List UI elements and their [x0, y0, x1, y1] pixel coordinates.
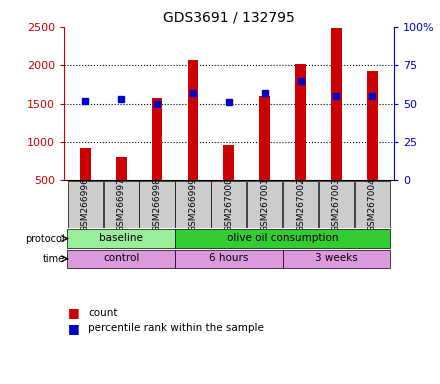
FancyBboxPatch shape	[283, 182, 318, 228]
Text: percentile rank within the sample: percentile rank within the sample	[88, 323, 264, 333]
FancyBboxPatch shape	[67, 250, 175, 268]
Text: time: time	[42, 254, 65, 264]
Bar	[367, 71, 378, 219]
FancyBboxPatch shape	[176, 182, 210, 228]
Text: GSM267000: GSM267000	[224, 177, 233, 232]
Title: GDS3691 / 132795: GDS3691 / 132795	[163, 10, 295, 24]
Text: GSM266997: GSM266997	[117, 177, 126, 232]
Text: 6 hours: 6 hours	[209, 253, 249, 263]
FancyBboxPatch shape	[319, 182, 354, 228]
Text: GSM266999: GSM266999	[188, 177, 198, 232]
Bar	[331, 28, 342, 219]
Bar	[152, 98, 162, 219]
Text: baseline: baseline	[99, 233, 143, 243]
FancyBboxPatch shape	[175, 230, 390, 248]
FancyBboxPatch shape	[103, 182, 139, 228]
Text: GSM267003: GSM267003	[332, 177, 341, 232]
Bar	[259, 96, 270, 219]
FancyBboxPatch shape	[282, 250, 390, 268]
FancyBboxPatch shape	[175, 250, 282, 268]
Text: GSM267001: GSM267001	[260, 177, 269, 232]
Text: count: count	[88, 308, 117, 318]
Text: 3 weeks: 3 weeks	[315, 253, 358, 263]
Text: GSM266998: GSM266998	[153, 177, 161, 232]
Text: GSM266996: GSM266996	[81, 177, 90, 232]
Bar	[116, 157, 127, 219]
Text: ■: ■	[68, 322, 80, 335]
Text: ■: ■	[68, 306, 80, 319]
FancyBboxPatch shape	[355, 182, 390, 228]
Text: GSM267004: GSM267004	[368, 177, 377, 232]
Bar	[295, 64, 306, 219]
Bar	[187, 60, 198, 219]
FancyBboxPatch shape	[211, 182, 246, 228]
Text: GSM267002: GSM267002	[296, 177, 305, 232]
FancyBboxPatch shape	[139, 182, 175, 228]
FancyBboxPatch shape	[68, 182, 103, 228]
Bar	[224, 145, 234, 219]
Text: olive oil consumption: olive oil consumption	[227, 233, 338, 243]
Bar	[80, 148, 91, 219]
FancyBboxPatch shape	[67, 230, 175, 248]
Text: protocol: protocol	[25, 233, 65, 243]
FancyBboxPatch shape	[247, 182, 282, 228]
Text: control: control	[103, 253, 139, 263]
